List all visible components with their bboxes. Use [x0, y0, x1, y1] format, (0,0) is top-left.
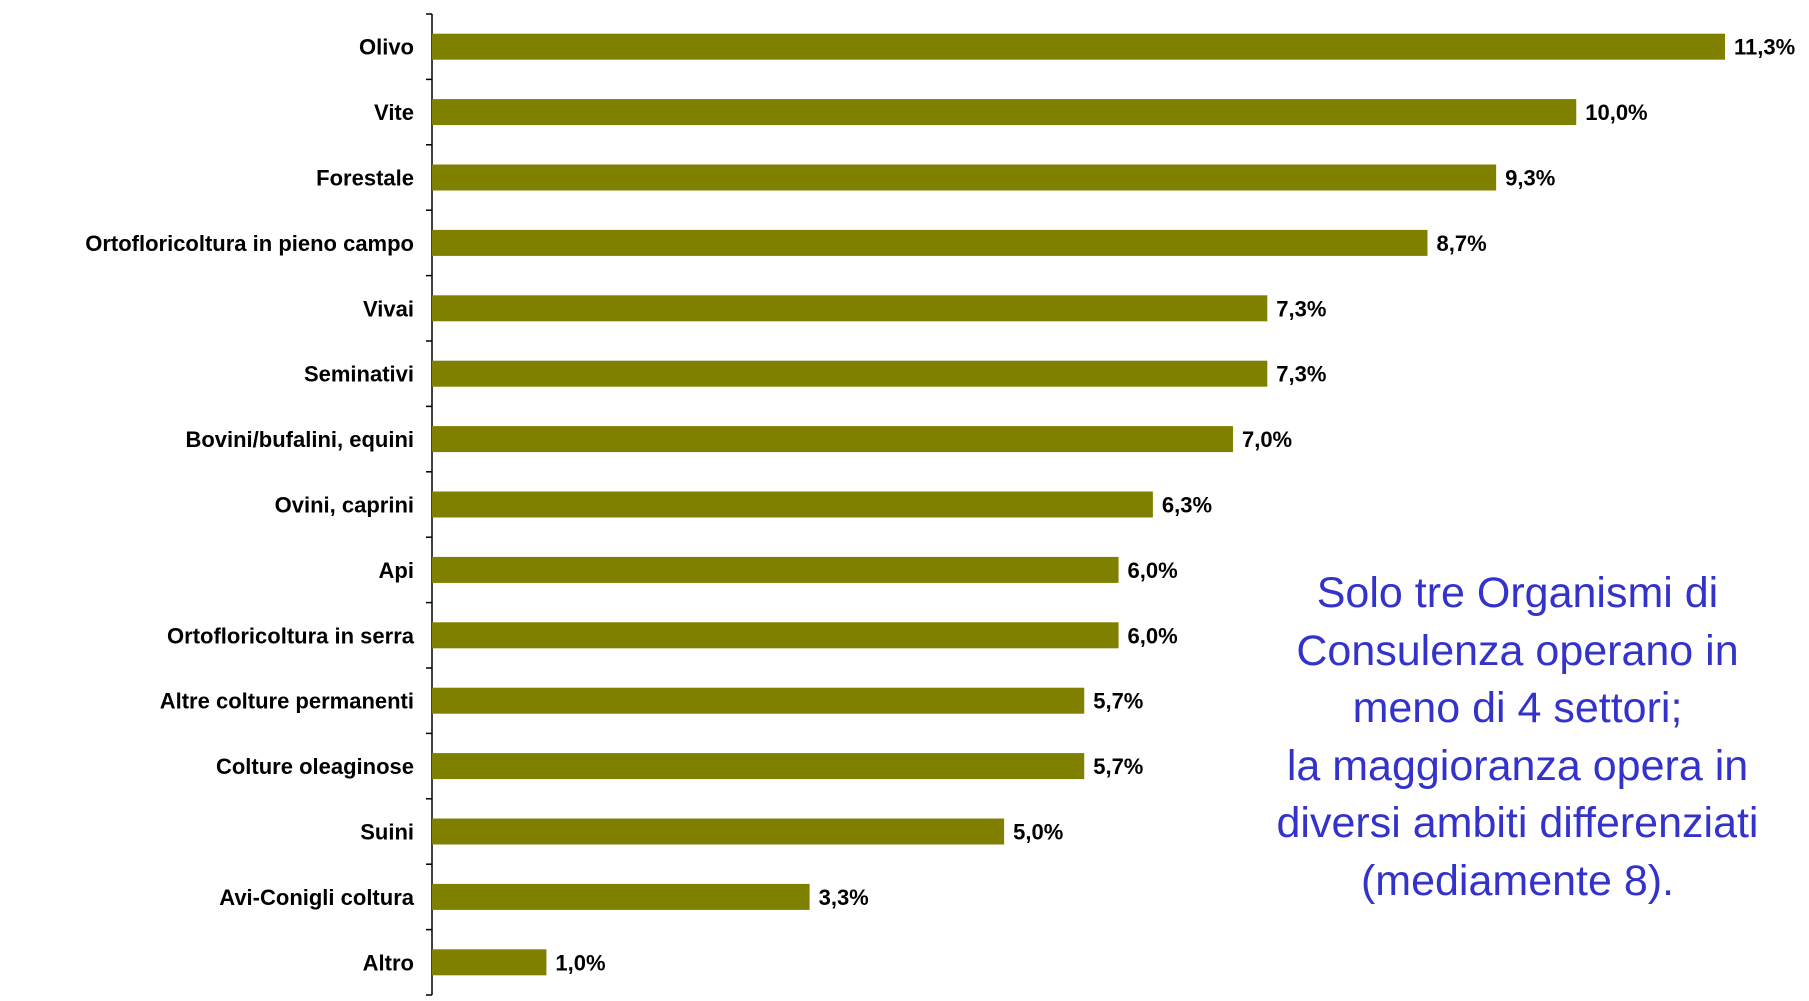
value-label: 5,7%	[1093, 689, 1143, 714]
bar	[432, 949, 547, 976]
category-label: Bovini/bufalini, equini	[185, 427, 414, 452]
value-label: 7,0%	[1242, 427, 1292, 452]
category-label: Altro	[363, 950, 414, 975]
bar	[432, 753, 1085, 780]
bar	[432, 556, 1119, 583]
category-label: Olivo	[359, 35, 414, 60]
value-label: 3,3%	[819, 885, 869, 910]
bar	[432, 622, 1119, 649]
bars-group	[432, 33, 1725, 976]
category-label: Ortofloricoltura in pieno campo	[85, 231, 414, 256]
value-label: 8,7%	[1436, 231, 1486, 256]
category-label: Suini	[360, 820, 414, 845]
annotation-line: Solo tre Organismi di	[1316, 569, 1719, 617]
bar	[432, 883, 810, 910]
bar	[432, 687, 1085, 714]
category-label: Vite	[374, 100, 414, 125]
category-label: Forestale	[316, 166, 414, 191]
category-label: Avi-Conigli coltura	[219, 885, 415, 910]
value-label: 1,0%	[555, 950, 605, 975]
bar	[432, 164, 1497, 191]
value-label: 5,0%	[1013, 820, 1063, 845]
category-label: Altre colture permanenti	[160, 689, 414, 714]
category-label: Colture oleaginose	[216, 754, 414, 779]
value-label: 6,0%	[1128, 623, 1178, 648]
value-label: 6,3%	[1162, 493, 1212, 518]
category-label: Ortofloricoltura in serra	[167, 623, 415, 648]
annotation-line: diversi ambiti differenziati	[1276, 799, 1759, 847]
category-label: Ovini, caprini	[275, 493, 414, 518]
value-label: 7,3%	[1276, 362, 1326, 387]
bar	[432, 360, 1268, 387]
bar	[432, 99, 1577, 126]
value-label: 6,0%	[1128, 558, 1178, 583]
bar	[432, 295, 1268, 322]
bar	[432, 491, 1153, 518]
value-label: 7,3%	[1276, 296, 1326, 321]
annotation-text: Solo tre Organismi di Consulenza operano…	[1225, 565, 1809, 910]
value-label: 5,7%	[1093, 754, 1143, 779]
category-axis	[426, 13, 433, 996]
value-labels-group: 11,3% 10,0% 9,3% 8,7% 7,3% 7,3% 7,0% 6,3% 6,0% 6,…	[555, 35, 1795, 976]
annotation-line: la maggioranza opera in	[1286, 741, 1749, 790]
bar	[432, 818, 1005, 845]
value-label: 9,3%	[1505, 166, 1555, 191]
category-label: Api	[379, 558, 414, 583]
category-labels-group: Olivo Vite Forestale Ortofloricoltura in pi…	[85, 35, 415, 976]
category-label: Seminativi	[304, 362, 414, 387]
bar	[432, 33, 1725, 60]
bar	[432, 229, 1428, 256]
bar	[432, 426, 1233, 453]
category-label: Vivai	[363, 296, 414, 321]
value-label: 10,0%	[1585, 100, 1647, 125]
annotation-line: meno di 4 settori;	[1352, 684, 1683, 732]
value-label: 11,3%	[1734, 35, 1795, 60]
annotation-line: (mediamente 8).	[1360, 856, 1675, 905]
annotation-line: Consulenza operano in	[1296, 626, 1739, 675]
